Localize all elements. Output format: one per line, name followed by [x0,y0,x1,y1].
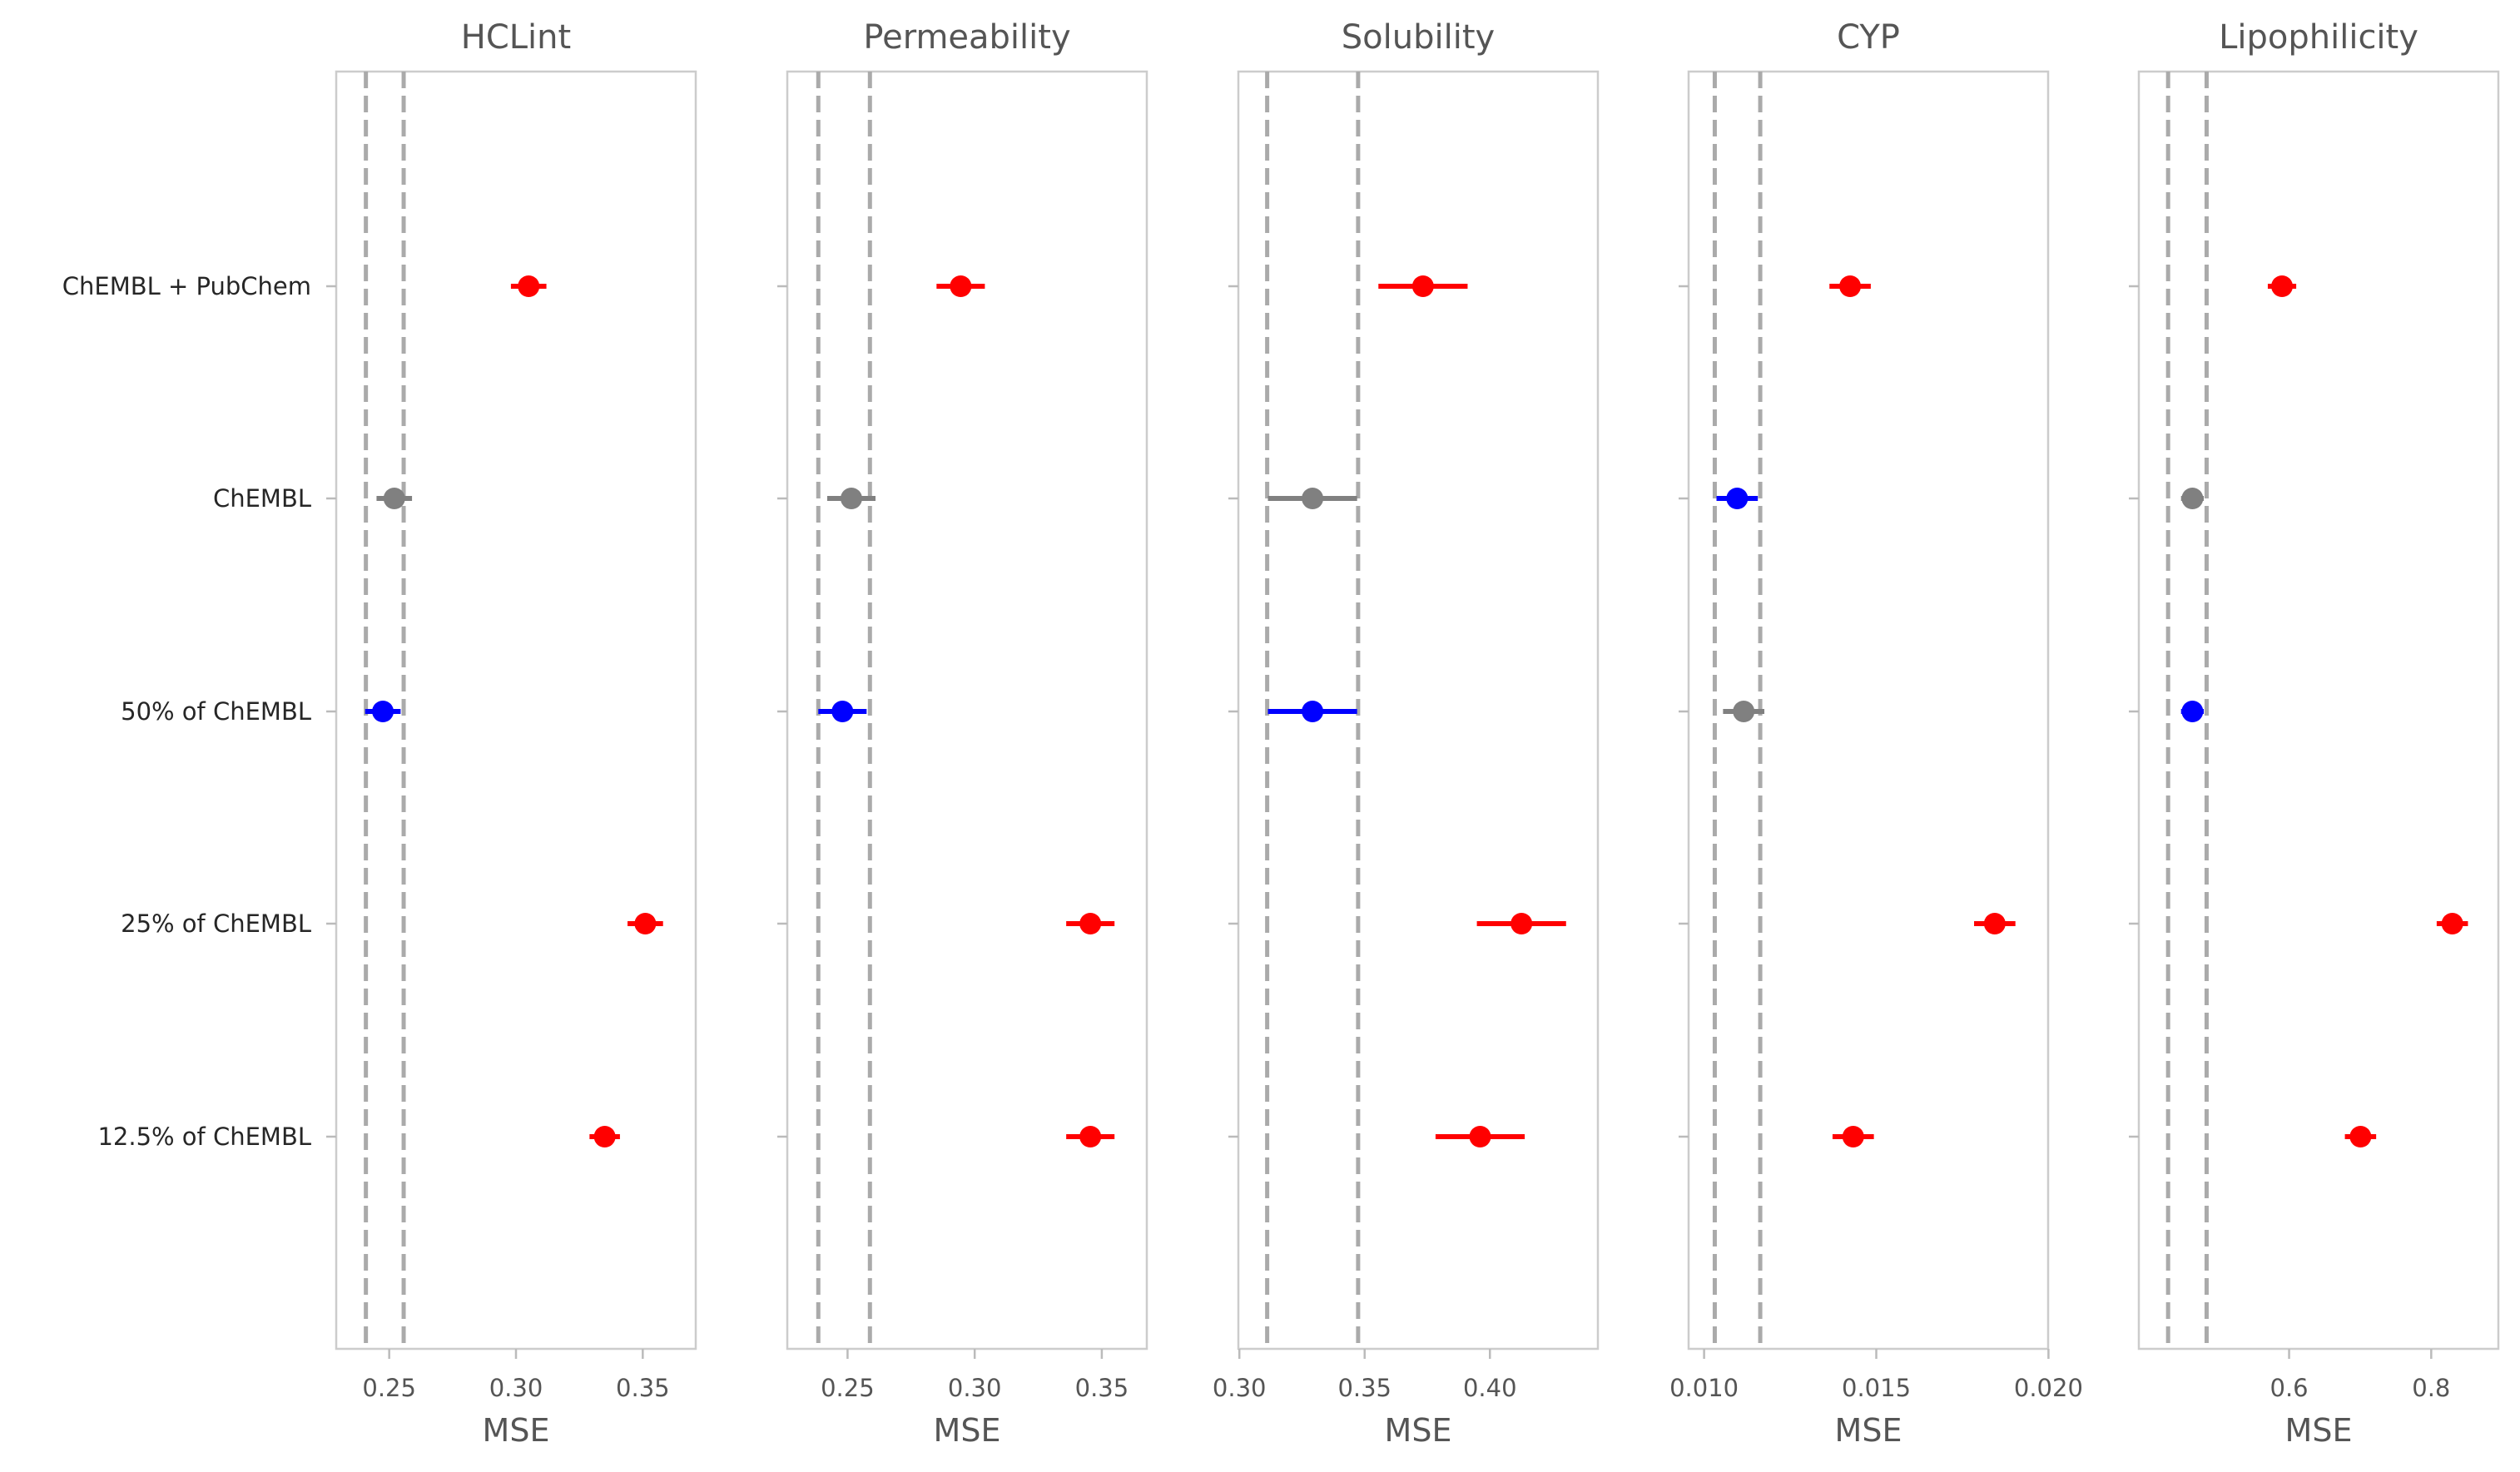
data-point [1411,275,1434,297]
panel-frame [2137,70,2500,1351]
category-label: ChEMBL + PubChem [62,272,311,300]
x-tick-label: 0.30 [948,1374,1002,1402]
data-point [1511,913,1533,934]
panel-permeability: Permeability 0.25 0.30 0.35 MSE [777,18,1148,1449]
category-label: 12.5% of ChEMBL [97,1123,311,1151]
data-point [2441,913,2463,934]
x-tick-label: 0.25 [821,1374,875,1402]
data-point [1302,488,1324,509]
x-tick-label: 0.015 [1842,1374,1911,1402]
panel-frame [786,70,1148,1351]
data-point [634,913,657,934]
data-point [1842,1126,1864,1147]
data-point [1302,701,1324,722]
data-point [831,701,854,722]
x-tick-label: 0.30 [489,1374,543,1402]
x-axis-label: MSE [1385,1412,1452,1449]
data-point [518,275,540,297]
category-label: 50% of ChEMBL [121,697,311,726]
panel-cyp: CYP 0.010 0.015 0.020 MSE [1669,18,2083,1449]
data-point [2181,701,2204,722]
x-tick-label: 0.010 [1669,1374,1739,1402]
panel-lipophilicity: Lipophilicity 0.6 0.8 MSE [2129,18,2500,1449]
x-tick-label: 0.6 [2270,1374,2309,1402]
data-point [840,488,862,509]
panel-title: Solubility [1342,18,1495,57]
panel-title: Lipophilicity [2219,18,2418,57]
x-axis-label: MSE [483,1412,550,1449]
x-axis-label: MSE [1835,1412,1902,1449]
data-point [1469,1126,1491,1147]
x-axis-label: MSE [2285,1412,2353,1449]
category-label: ChEMBL [213,484,311,513]
x-tick-label: 0.35 [1075,1374,1129,1402]
panel-frame [1237,70,1600,1351]
panels: HCLint 0.25 0.30 0.35 MSE Permeability 0.25 0.3… [326,18,2500,1449]
data-point [1983,913,2006,934]
x-tick-label: 0.8 [2412,1374,2450,1402]
x-tick-label: 0.35 [616,1374,670,1402]
panel-title: Permeability [863,18,1070,57]
data-point [1726,488,1749,509]
data-point [1733,701,1755,722]
category-label: 25% of ChEMBL [121,909,311,938]
data-point [372,701,394,722]
data-point [383,488,405,509]
data-point [593,1126,616,1147]
panel-hclint: HCLint 0.25 0.30 0.35 MSE [326,18,697,1449]
data-point [2271,275,2294,297]
x-tick-label: 0.020 [2014,1374,2083,1402]
panel-title: HCLint [461,18,571,57]
data-point [950,275,972,297]
x-tick-label: 0.40 [1463,1374,1517,1402]
data-point [1079,1126,1102,1147]
panel-frame [1687,70,2050,1351]
x-axis-label: MSE [934,1412,1001,1449]
data-point [2349,1126,2372,1147]
data-point [1079,913,1102,934]
panel-solubility: Solubility 0.30 0.35 0.40 MSE [1213,18,1600,1449]
panel-title: CYP [1837,18,1900,57]
x-tick-label: 0.35 [1337,1374,1391,1402]
x-tick-label: 0.25 [362,1374,416,1402]
y-axis-category-labels: ChEMBL + PubChem ChEMBL 50% of ChEMBL 25% o… [62,272,311,1151]
data-point [1839,275,1862,297]
x-tick-label: 0.30 [1213,1374,1267,1402]
data-point [2181,488,2204,509]
